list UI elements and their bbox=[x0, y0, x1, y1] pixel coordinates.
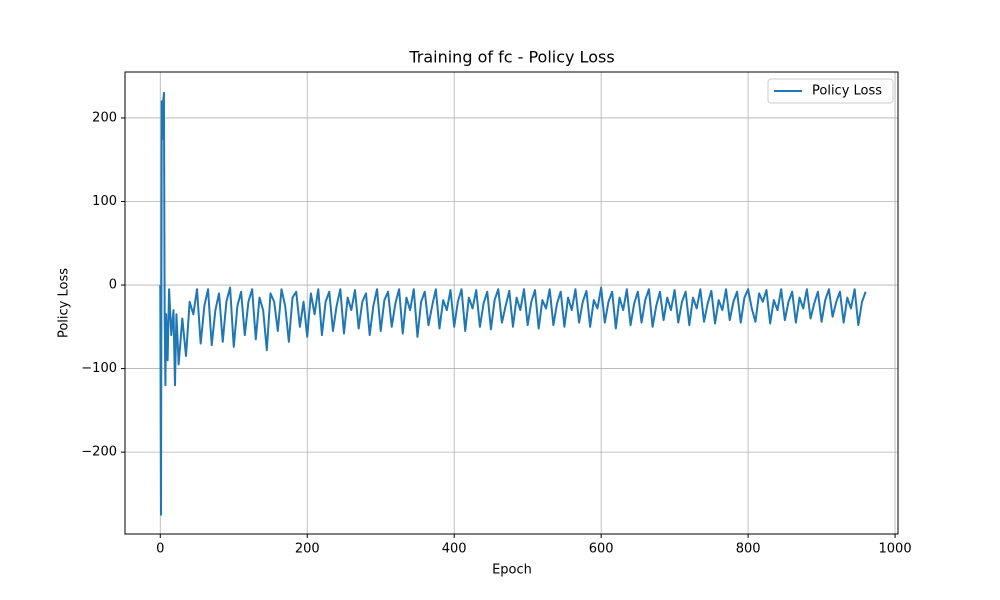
x-tick-label: 0 bbox=[156, 542, 164, 557]
y-tick-label: 0 bbox=[109, 278, 117, 293]
y-tick-label: −100 bbox=[81, 361, 117, 376]
y-tick-label: −200 bbox=[81, 445, 117, 460]
x-axis-label: Epoch bbox=[492, 563, 532, 578]
x-tick-label: 800 bbox=[736, 542, 761, 557]
x-tick-label: 600 bbox=[589, 542, 614, 557]
y-tick-label: 200 bbox=[92, 110, 117, 125]
legend-box bbox=[767, 78, 894, 104]
y-axis-label: Policy Loss bbox=[57, 268, 72, 338]
x-tick-label: 200 bbox=[295, 542, 320, 557]
plot-frame bbox=[124, 71, 899, 535]
series-line bbox=[159, 91, 867, 516]
y-tick-label: 100 bbox=[92, 194, 117, 209]
legend-label: Policy Loss bbox=[812, 84, 882, 99]
chart-title: Training of fc - Policy Loss bbox=[408, 48, 614, 67]
x-tick-label: 1000 bbox=[879, 542, 912, 557]
x-tick-label: 400 bbox=[442, 542, 467, 557]
